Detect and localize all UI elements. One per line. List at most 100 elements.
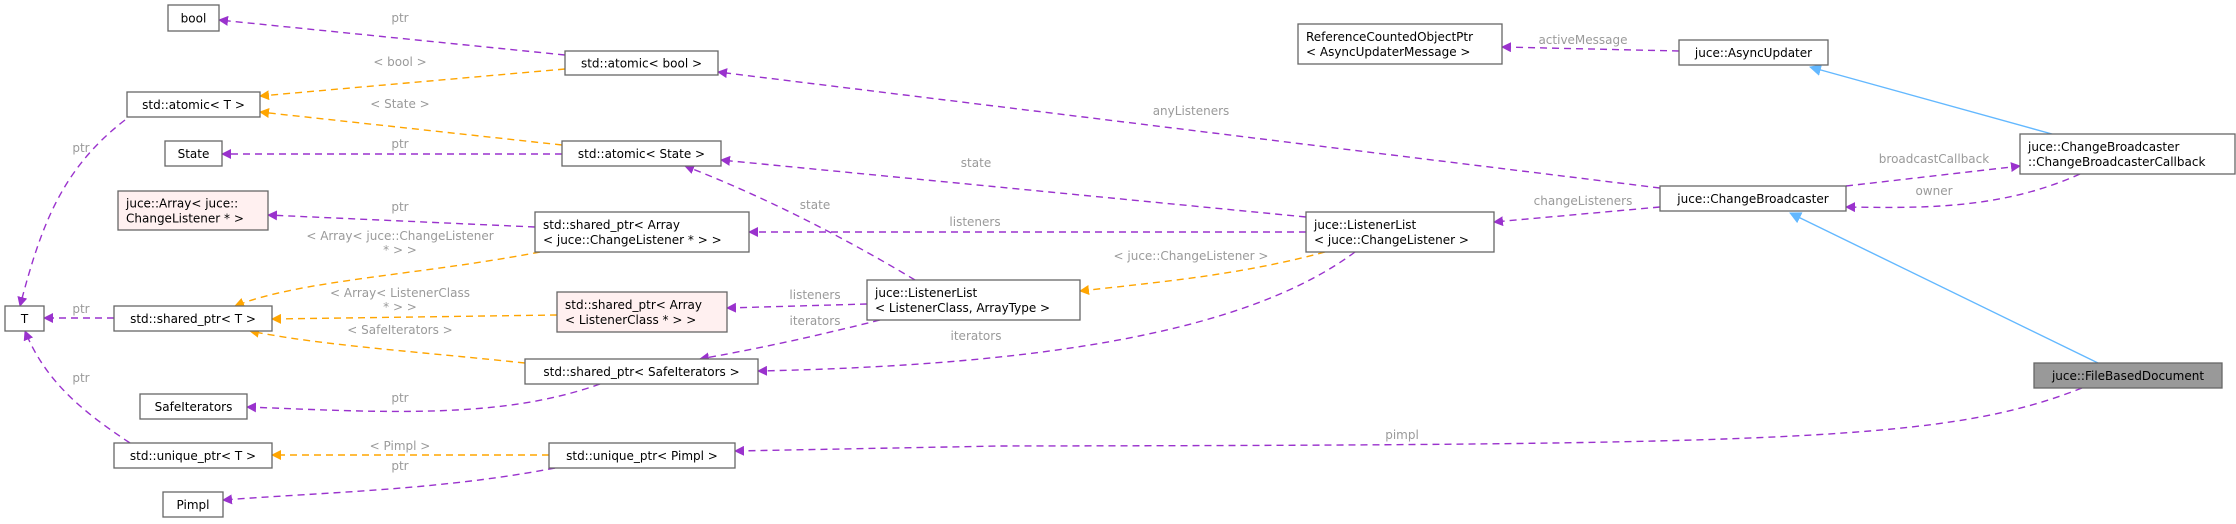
- node-box: [2033, 362, 2223, 389]
- node-label: std::atomic< State >: [578, 147, 705, 161]
- template-edge-sp_Array_LC-to-sp_T: [271, 313, 558, 324]
- node-box: [164, 140, 223, 167]
- node-label: < juce::ChangeListener >: [1314, 233, 1469, 247]
- class-node-sp_Array_LC[interactable]: std::shared_ptr< Array< ListenerClass * …: [556, 291, 728, 333]
- class-node-CBCallback[interactable]: juce::ChangeBroadcaster::ChangeBroadcast…: [2019, 133, 2236, 175]
- node-box: [167, 4, 220, 32]
- edge-label: ptr: [72, 141, 89, 155]
- class-node-atomic_State[interactable]: std::atomic< State >: [561, 140, 722, 167]
- edge-label: * > >: [383, 243, 417, 257]
- usage-edge-sp_Array_CL-to-juce_Array: [267, 210, 536, 228]
- node-box: [1659, 185, 1847, 212]
- class-node-FileBasedDocument: juce::FileBasedDocument: [2033, 362, 2223, 389]
- class-node-RefPtr[interactable]: ReferenceCountedObjectPtr< AsyncUpdaterM…: [1297, 23, 1503, 65]
- class-node-sp_SafeIt[interactable]: std::shared_ptr< SafeIterators >: [524, 358, 759, 385]
- node-box: [561, 140, 722, 167]
- usage-edge-ChangeBroadcaster-to-LL_CL: [1493, 206, 1661, 227]
- class-node-Pimpl[interactable]: Pimpl: [162, 491, 224, 518]
- node-box: [534, 211, 750, 253]
- class-node-State[interactable]: State: [164, 140, 223, 167]
- node-label: std::shared_ptr< SafeIterators >: [543, 365, 739, 379]
- edge-label: ptr: [391, 11, 408, 25]
- node-box: [113, 305, 273, 332]
- edge-label: < SafeIterators >: [347, 323, 452, 337]
- class-node-LL_LC[interactable]: juce::ListenerList< ListenerClass, Array…: [866, 279, 1081, 321]
- edge-label: activeMessage: [1538, 33, 1627, 47]
- edge-label: state: [961, 156, 991, 170]
- class-node-T[interactable]: T: [4, 305, 45, 332]
- edge-label: < bool >: [373, 55, 426, 69]
- class-node-atomic_bool[interactable]: std::atomic< bool >: [564, 50, 719, 76]
- node-label: juce::ListenerList: [1313, 218, 1417, 232]
- edge-label: < juce::ChangeListener >: [1114, 249, 1269, 263]
- class-node-sp_Array_CL[interactable]: std::shared_ptr< Array< juce::ChangeList…: [534, 211, 750, 253]
- node-label: T: [20, 312, 29, 326]
- edge-label: < State >: [370, 97, 430, 111]
- usage-edge-ChangeBroadcaster-to-atomic_bool: [717, 68, 1661, 189]
- class-node-bool[interactable]: bool: [167, 4, 220, 32]
- node-label: < ListenerClass, ArrayType >: [875, 301, 1050, 315]
- edge-label: ptr: [72, 302, 89, 316]
- edge-label: listeners: [949, 215, 1000, 229]
- class-node-atomic_T[interactable]: std::atomic< T >: [126, 91, 261, 118]
- edge-label: ptr: [72, 371, 89, 385]
- node-label: ChangeListener * >: [126, 212, 244, 226]
- class-node-AsyncUpdater[interactable]: juce::AsyncUpdater: [1678, 39, 1829, 66]
- edge-label: state: [800, 198, 830, 212]
- node-box: [866, 279, 1081, 321]
- edge-label: ptr: [391, 391, 408, 405]
- node-label: < juce::ChangeListener * > >: [543, 233, 722, 247]
- edge-label: * > >: [383, 300, 417, 314]
- node-box: [1297, 23, 1503, 65]
- node-label: std::shared_ptr< Array: [543, 218, 680, 232]
- usage-edge-AsyncUpdater-to-RefPtr: [1501, 42, 1680, 53]
- usage-edge-CBCallback-to-ChangeBroadcaster: [1845, 173, 2081, 213]
- node-box: [524, 358, 759, 385]
- edge-label: < Pimpl >: [370, 439, 431, 453]
- class-node-sp_T[interactable]: std::shared_ptr< T >: [113, 305, 273, 332]
- template-edge-atomic_State-to-atomic_T: [259, 108, 563, 146]
- usage-edge-up_Pimpl-to-Pimpl: [222, 467, 556, 505]
- usage-edge-LL_CL-to-sp_SafeIt: [757, 251, 1356, 376]
- node-label: ReferenceCountedObjectPtr: [1306, 30, 1473, 44]
- class-node-juce_Array[interactable]: juce::Array< juce::ChangeListener * >: [117, 190, 269, 231]
- edge-label: changeListeners: [1534, 194, 1633, 208]
- node-box: [556, 291, 728, 333]
- usage-edge-sp_SafeIt-to-SafeIterators: [246, 383, 601, 413]
- edge-label: pimpl: [1385, 428, 1419, 442]
- node-box: [117, 190, 269, 231]
- edge-label: < Array< juce::ChangeListener: [306, 229, 493, 243]
- usage-edge-atomic_T-to-T: [17, 119, 126, 307]
- node-label: SafeIterators: [155, 400, 233, 414]
- usage-edge-atomic_bool-to-bool: [218, 15, 566, 56]
- node-label: ::ChangeBroadcasterCallback: [2028, 155, 2205, 169]
- class-node-up_Pimpl[interactable]: std::unique_ptr< Pimpl >: [548, 442, 736, 469]
- edge-label: iterators: [951, 329, 1002, 343]
- node-box: [139, 393, 248, 420]
- node-label: < ListenerClass * > >: [565, 313, 696, 327]
- node-box: [4, 305, 45, 332]
- node-label: std::atomic< bool >: [581, 57, 702, 71]
- template-edge-atomic_bool-to-atomic_T: [259, 68, 566, 101]
- inheritance-edge-CBCallback-to-AsyncUpdater: [1809, 64, 2053, 135]
- class-node-LL_CL[interactable]: juce::ListenerList< juce::ChangeListener…: [1305, 211, 1495, 253]
- node-label: juce::FileBasedDocument: [2051, 369, 2204, 383]
- edge-label: listeners: [789, 288, 840, 302]
- edge-label: owner: [1915, 184, 1952, 198]
- edge-label: broadcastCallback: [1879, 152, 1989, 166]
- usage-edge-LL_LC-to-sp_Array_LC: [726, 302, 868, 313]
- node-label: std::shared_ptr< Array: [565, 298, 702, 312]
- edge-label: ptr: [391, 137, 408, 151]
- node-box: [1678, 39, 1829, 66]
- edge-label: anyListeners: [1153, 104, 1230, 118]
- class-node-ChangeBroadcaster[interactable]: juce::ChangeBroadcaster: [1659, 185, 1847, 212]
- node-label: std::shared_ptr< T >: [130, 312, 256, 326]
- node-box: [2019, 133, 2236, 175]
- class-node-up_T[interactable]: std::unique_ptr< T >: [113, 442, 273, 469]
- edge-label: < Array< ListenerClass: [330, 286, 470, 300]
- class-node-SafeIterators[interactable]: SafeIterators: [139, 393, 248, 420]
- node-box: [548, 442, 736, 469]
- node-label: std::unique_ptr< T >: [130, 449, 256, 463]
- node-box: [113, 442, 273, 469]
